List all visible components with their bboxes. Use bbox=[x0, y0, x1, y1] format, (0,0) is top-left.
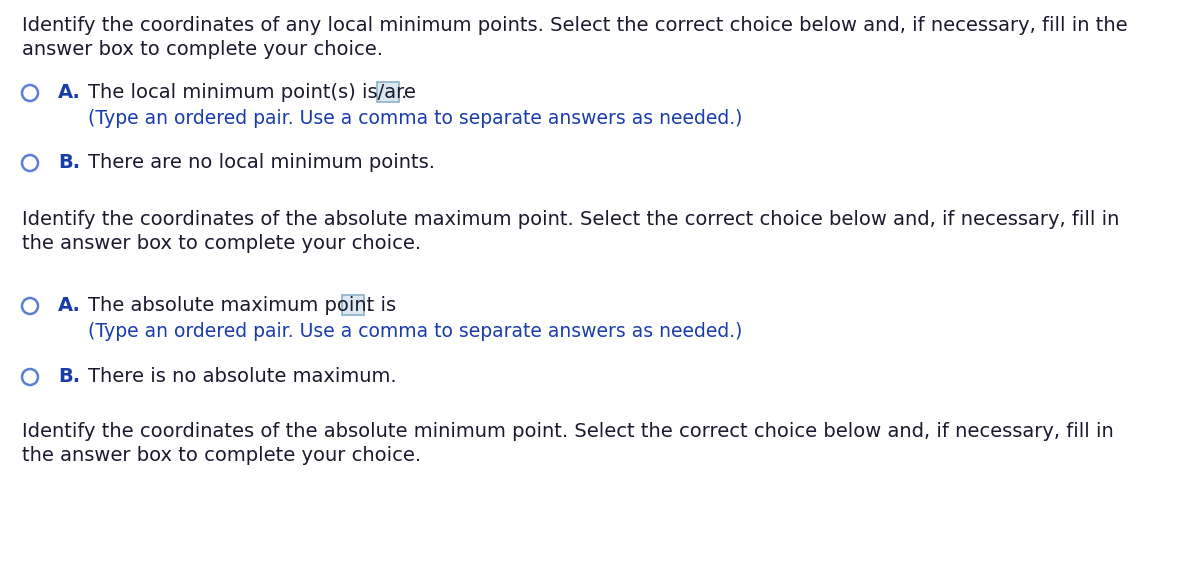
Text: Identify the coordinates of the absolute maximum point. Select the correct choic: Identify the coordinates of the absolute… bbox=[22, 210, 1120, 229]
Text: A.: A. bbox=[58, 296, 80, 315]
Text: B.: B. bbox=[58, 153, 80, 172]
Text: There are no local minimum points.: There are no local minimum points. bbox=[88, 153, 436, 172]
Text: .: . bbox=[401, 83, 407, 102]
Text: The local minimum point(s) is/are: The local minimum point(s) is/are bbox=[88, 83, 416, 102]
Text: Identify the coordinates of any local minimum points. Select the correct choice : Identify the coordinates of any local mi… bbox=[22, 16, 1128, 35]
Text: the answer box to complete your choice.: the answer box to complete your choice. bbox=[22, 234, 421, 253]
Text: B.: B. bbox=[58, 367, 80, 386]
Text: Identify the coordinates of the absolute minimum point. Select the correct choic: Identify the coordinates of the absolute… bbox=[22, 422, 1114, 441]
Text: (Type an ordered pair. Use a comma to separate answers as needed.): (Type an ordered pair. Use a comma to se… bbox=[88, 322, 743, 341]
Text: the answer box to complete your choice.: the answer box to complete your choice. bbox=[22, 446, 421, 465]
FancyBboxPatch shape bbox=[377, 82, 398, 102]
Text: The absolute maximum point is: The absolute maximum point is bbox=[88, 296, 396, 315]
Text: (Type an ordered pair. Use a comma to separate answers as needed.): (Type an ordered pair. Use a comma to se… bbox=[88, 109, 743, 128]
Text: There is no absolute maximum.: There is no absolute maximum. bbox=[88, 367, 397, 386]
Text: A.: A. bbox=[58, 83, 80, 102]
Text: .: . bbox=[366, 296, 372, 315]
FancyBboxPatch shape bbox=[342, 295, 364, 315]
Text: answer box to complete your choice.: answer box to complete your choice. bbox=[22, 40, 383, 59]
